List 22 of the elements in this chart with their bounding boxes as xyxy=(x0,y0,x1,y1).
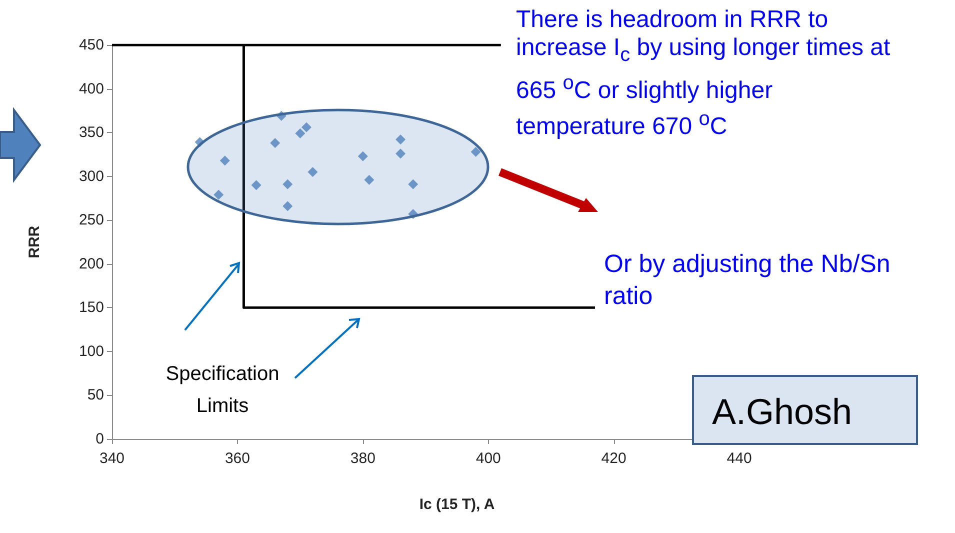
x-tick-label: 340 xyxy=(99,450,125,467)
y-tick-label: 150 xyxy=(78,299,104,316)
x-tick-label: 440 xyxy=(726,450,752,467)
y-tick-label: 50 xyxy=(87,386,104,404)
annotation: A.Ghosh xyxy=(692,375,918,445)
x-axis-title: Ic (15 T), A xyxy=(419,496,495,513)
y-tick-label: 300 xyxy=(78,168,104,185)
y-tick-label: 250 xyxy=(78,212,104,229)
y-axis-title: RRR xyxy=(26,226,43,258)
annotation: Specification Limits xyxy=(164,362,280,419)
y-tick-label: 450 xyxy=(78,36,104,54)
x-tick-label: 380 xyxy=(350,450,376,467)
x-tick-label: 360 xyxy=(224,450,250,467)
annotation: Or by adjusting the Nb/Sn ratio xyxy=(604,249,892,312)
y-tick-label: 350 xyxy=(78,124,104,142)
text: There is headroom in RRR to increase I$_{c}$ by using longer times at 665 $^{o}$C or slightly higher temperature 670 $^{o}$C xyxy=(516,6,890,140)
y-tick-label: 200 xyxy=(78,255,104,272)
x-tick-label: 400 xyxy=(476,450,501,467)
y-tick-label: 100 xyxy=(78,342,104,360)
x-tick-label: 420 xyxy=(601,450,626,467)
y-tick-label: 0 xyxy=(96,430,104,448)
y-tick-label: 400 xyxy=(78,80,104,98)
